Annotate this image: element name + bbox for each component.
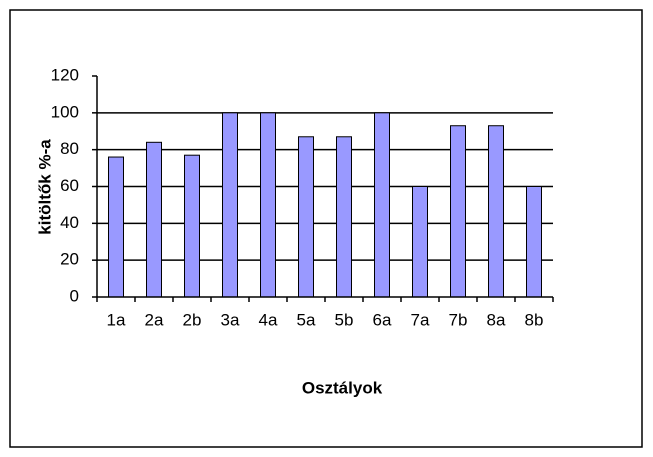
y-tick-label: 0 <box>70 286 79 305</box>
bar <box>298 136 314 298</box>
x-tick-label: 1a <box>107 310 126 329</box>
bar <box>336 136 352 298</box>
y-tick-label: 100 <box>51 102 79 121</box>
bar <box>260 112 276 298</box>
y-tick-label: 60 <box>60 176 79 195</box>
y-axis-title: kitöltők %-a <box>35 139 54 235</box>
x-tick-label: 2a <box>145 310 164 329</box>
bar <box>374 112 390 298</box>
bar <box>184 154 200 298</box>
x-axis-title: Osztályok <box>302 378 383 397</box>
y-tick-label: 40 <box>60 213 79 232</box>
x-tick-label: 7b <box>449 310 468 329</box>
bar <box>526 186 542 298</box>
x-tick-label: 6a <box>373 310 392 329</box>
x-tick-label: 5a <box>297 310 316 329</box>
bar <box>488 125 504 298</box>
x-tick-label: 8a <box>487 310 506 329</box>
bar <box>412 186 428 298</box>
x-tick-label: 5b <box>335 310 354 329</box>
x-tick-label: 8b <box>525 310 544 329</box>
bar <box>450 125 466 298</box>
bar <box>222 112 238 298</box>
y-tick-label: 20 <box>60 250 79 269</box>
x-tick-label: 7a <box>411 310 430 329</box>
x-tick-label: 3a <box>221 310 240 329</box>
x-tick-label: 2b <box>183 310 202 329</box>
bar <box>108 156 124 298</box>
y-tick-label: 80 <box>60 139 79 158</box>
x-tick-label: 4a <box>259 310 278 329</box>
bar <box>146 141 162 298</box>
y-tick-label: 120 <box>51 65 79 84</box>
